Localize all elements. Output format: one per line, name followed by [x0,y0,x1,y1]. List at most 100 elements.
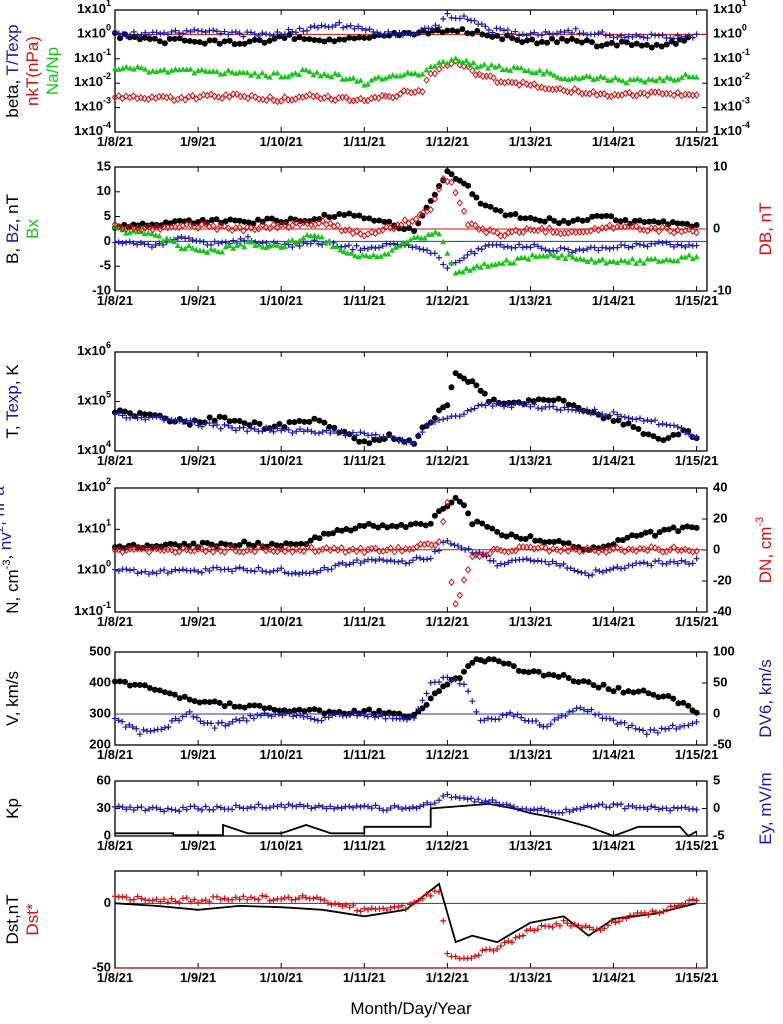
data-point [525,256,532,262]
y-tick-label: 1x100 [77,559,111,577]
data-point [663,41,670,48]
data-point [592,803,599,810]
data-point [652,77,659,84]
data-point [217,896,224,903]
data-point [335,901,342,908]
data-point [460,255,467,262]
data-point [318,717,325,724]
data-point [527,225,534,234]
x-tick-label: 1/9/21 [180,838,216,853]
data-point [435,537,443,546]
data-point [493,799,500,806]
data-point [176,717,183,724]
data-point [365,803,372,810]
data-point [459,268,466,275]
data-point [652,417,659,424]
data-point [636,33,643,40]
data-point [465,545,472,552]
data-point [417,521,424,528]
data-point [501,403,508,410]
data-point [623,915,630,922]
data-point [465,663,472,670]
data-point [474,518,481,525]
x-tick-label: 1/14/21 [592,293,635,308]
y-axis-label: nkT(nPa) [23,36,42,106]
data-point [339,903,346,910]
data-point [244,805,251,812]
data-point [217,425,224,432]
data-point [648,44,655,51]
series-DB [111,174,700,240]
data-point [176,417,183,424]
data-point [121,678,128,685]
data-point [181,37,188,44]
data-point [551,217,558,224]
data-point [633,40,640,47]
data-point [530,398,537,405]
data-point [556,84,564,93]
data-point [496,716,503,723]
data-point [610,258,617,264]
data-point [487,203,494,210]
data-point [423,690,430,697]
data-point [452,270,459,276]
data-point [644,546,651,555]
data-point [171,35,178,42]
data-point [387,904,394,911]
data-point [505,78,512,86]
data-point [361,438,368,445]
data-point [115,567,122,574]
data-point [153,804,160,811]
data-point [391,710,398,717]
data-point [500,660,507,667]
data-point [130,66,137,72]
data-point [615,684,622,691]
data-point [126,238,133,245]
data-point [301,708,308,715]
data-point [689,227,696,235]
y-axis-label-part: N, cm-3, [0,550,22,614]
data-point [153,544,160,553]
data-point [191,803,198,810]
data-point [324,92,332,101]
y-axis-label-part: Texp [3,385,22,421]
data-point [361,707,368,714]
data-point [427,63,434,70]
data-point [427,679,434,686]
data-point [561,245,568,252]
data-point [545,561,552,568]
data-point [134,32,141,39]
data-point [599,545,606,554]
x-tick-label: 1/11/21 [343,838,386,853]
data-point [164,570,171,577]
data-point [538,922,545,929]
data-point [291,419,298,426]
data-point [501,231,508,240]
data-point [352,252,359,259]
data-point [392,32,399,39]
data-point [606,245,613,252]
data-point [266,804,273,811]
y-tick-label: 1x10-1 [74,600,111,618]
data-point [508,30,515,37]
data-point [417,803,424,810]
data-point [349,429,356,436]
data-point [227,542,234,549]
data-point [130,240,137,247]
data-point [213,216,220,223]
data-point [547,721,554,728]
data-point [667,807,674,814]
data-point [211,725,218,732]
data-point [198,569,205,576]
data-point [168,28,175,35]
y2-axis-label: Ey, mV/m [756,772,775,844]
data-point [674,88,681,97]
data-point [560,217,567,224]
data-point [540,672,547,679]
data-point [456,257,463,264]
data-point [670,35,677,42]
y2-tick-label: 1x101 [713,0,747,16]
data-point [403,239,410,245]
x-tick-label: 1/15/21 [675,293,718,308]
data-point [308,428,315,435]
